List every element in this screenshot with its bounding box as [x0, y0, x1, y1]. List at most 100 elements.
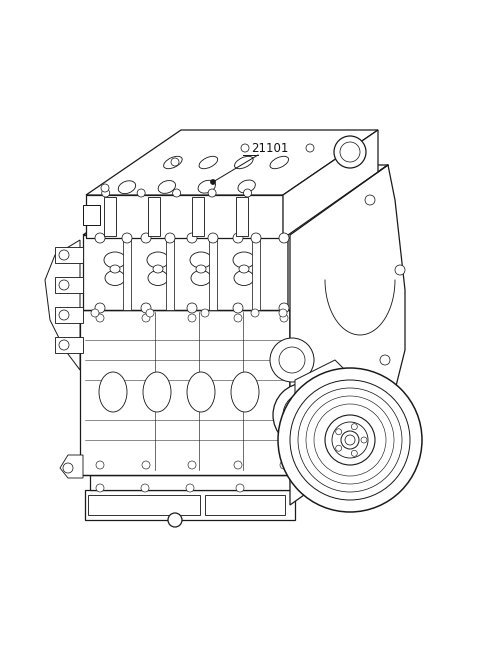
Polygon shape [85, 490, 295, 520]
Circle shape [171, 158, 179, 166]
Polygon shape [123, 238, 131, 310]
Ellipse shape [99, 372, 127, 412]
Circle shape [351, 424, 357, 430]
Circle shape [361, 437, 367, 443]
Circle shape [236, 484, 244, 492]
Circle shape [201, 309, 209, 317]
Circle shape [279, 309, 287, 317]
Circle shape [270, 338, 314, 382]
Circle shape [142, 314, 150, 322]
Polygon shape [236, 197, 248, 236]
Circle shape [141, 484, 149, 492]
Circle shape [59, 310, 69, 320]
Polygon shape [295, 360, 355, 425]
Circle shape [280, 461, 288, 469]
Circle shape [233, 303, 243, 313]
Ellipse shape [158, 180, 176, 194]
Ellipse shape [198, 180, 216, 193]
Polygon shape [288, 165, 388, 310]
Circle shape [325, 415, 375, 465]
Ellipse shape [190, 252, 212, 268]
Circle shape [283, 393, 327, 437]
Ellipse shape [239, 265, 249, 273]
Ellipse shape [191, 270, 211, 285]
Ellipse shape [238, 180, 255, 193]
Circle shape [96, 461, 104, 469]
Polygon shape [290, 235, 395, 475]
Circle shape [241, 144, 249, 152]
Polygon shape [209, 238, 217, 310]
Polygon shape [55, 307, 83, 323]
Circle shape [279, 233, 289, 243]
Circle shape [351, 450, 357, 457]
Circle shape [306, 396, 394, 484]
Polygon shape [290, 400, 395, 505]
Polygon shape [283, 130, 378, 238]
Polygon shape [86, 130, 378, 195]
Circle shape [165, 233, 175, 243]
Ellipse shape [153, 265, 163, 273]
Circle shape [395, 265, 405, 275]
Polygon shape [83, 235, 288, 310]
Polygon shape [55, 277, 83, 293]
Ellipse shape [104, 252, 126, 268]
Ellipse shape [148, 270, 168, 285]
Polygon shape [104, 197, 116, 236]
Ellipse shape [270, 156, 288, 169]
Text: 21101: 21101 [252, 142, 288, 155]
Polygon shape [148, 197, 160, 236]
Ellipse shape [118, 181, 136, 194]
Circle shape [59, 280, 69, 290]
Circle shape [187, 233, 197, 243]
Ellipse shape [147, 252, 169, 268]
Polygon shape [88, 495, 200, 515]
Ellipse shape [235, 156, 253, 169]
Circle shape [336, 429, 342, 435]
Circle shape [243, 189, 252, 197]
Circle shape [141, 233, 151, 243]
Circle shape [186, 484, 194, 492]
Circle shape [340, 142, 360, 162]
Circle shape [96, 484, 104, 492]
Circle shape [101, 184, 109, 192]
Circle shape [336, 445, 342, 451]
Circle shape [298, 388, 402, 492]
Circle shape [142, 461, 150, 469]
Ellipse shape [105, 270, 125, 285]
Polygon shape [252, 238, 260, 310]
Circle shape [234, 314, 242, 322]
Circle shape [168, 513, 182, 527]
Circle shape [306, 144, 314, 152]
Polygon shape [83, 165, 388, 235]
Circle shape [208, 233, 218, 243]
Circle shape [122, 233, 132, 243]
Circle shape [188, 314, 196, 322]
Circle shape [380, 355, 390, 365]
Circle shape [137, 189, 145, 197]
Circle shape [63, 463, 73, 473]
Circle shape [341, 431, 359, 449]
Polygon shape [290, 165, 405, 470]
Polygon shape [80, 235, 395, 310]
Ellipse shape [196, 265, 206, 273]
Circle shape [59, 340, 69, 350]
Circle shape [59, 250, 69, 260]
Circle shape [234, 461, 242, 469]
Circle shape [102, 189, 110, 197]
Polygon shape [55, 247, 83, 263]
Circle shape [96, 314, 104, 322]
Circle shape [211, 180, 216, 184]
Circle shape [95, 233, 105, 243]
Polygon shape [60, 455, 83, 478]
Circle shape [91, 309, 99, 317]
Ellipse shape [234, 270, 254, 285]
Circle shape [251, 233, 261, 243]
Polygon shape [55, 337, 83, 353]
Ellipse shape [233, 252, 255, 268]
Circle shape [95, 303, 105, 313]
Circle shape [314, 404, 386, 476]
Ellipse shape [164, 156, 182, 169]
Circle shape [334, 136, 366, 168]
Circle shape [273, 383, 337, 447]
Circle shape [279, 303, 289, 313]
